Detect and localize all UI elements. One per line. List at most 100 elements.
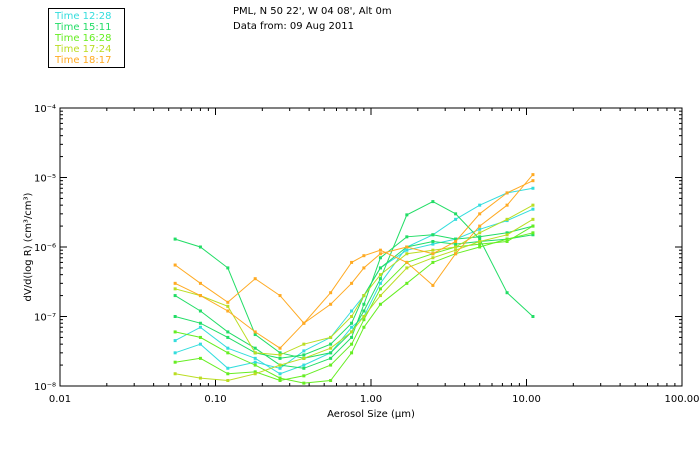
data-point: [302, 366, 306, 370]
data-point: [378, 266, 382, 270]
data-point: [226, 330, 230, 334]
data-point: [505, 291, 509, 295]
legend-entry: Time 18:17: [55, 55, 112, 66]
data-date: Data from: 09 Aug 2011: [233, 21, 354, 32]
data-point: [478, 212, 482, 216]
data-point: [478, 239, 482, 243]
x-axis-label: Aerosol Size (μm): [327, 409, 415, 420]
x-tick-label: 0.01: [49, 394, 71, 405]
data-point: [350, 281, 354, 285]
data-point: [173, 263, 177, 267]
data-point: [350, 325, 354, 329]
data-point: [198, 376, 202, 380]
data-point: [431, 233, 435, 237]
data-point: [454, 212, 458, 216]
data-point: [431, 248, 435, 252]
data-point: [329, 378, 333, 382]
data-point: [302, 363, 306, 367]
data-point: [278, 356, 282, 360]
data-point: [253, 363, 257, 367]
data-point: [226, 300, 230, 304]
x-axis: 0.01 0.10 1.00 10.00 100.00: [49, 108, 700, 405]
data-point: [454, 245, 458, 249]
data-point: [431, 260, 435, 264]
y-tick-label: 10⁻⁴: [34, 104, 56, 115]
data-point: [378, 302, 382, 306]
series-line: [174, 174, 534, 324]
data-point: [505, 191, 509, 195]
y-axis-label: dV/d(log R) (cm³/cm³): [23, 192, 34, 301]
data-point: [198, 294, 202, 298]
data-point: [531, 231, 535, 235]
data-point: [198, 245, 202, 249]
data-point: [198, 281, 202, 285]
data-point: [478, 227, 482, 231]
data-point: [302, 321, 306, 325]
data-point: [173, 330, 177, 334]
data-point: [405, 252, 409, 256]
data-point: [362, 315, 366, 318]
data-point: [431, 239, 435, 243]
data-point: [253, 370, 257, 374]
data-point: [198, 309, 202, 313]
data-point: [505, 203, 509, 207]
data-point: [350, 342, 354, 346]
data-point: [253, 351, 257, 355]
data-point: [378, 294, 382, 298]
data-point: [478, 237, 482, 241]
y-axis: 10⁻⁸ 10⁻⁷ 10⁻⁶ 10⁻⁵ 10⁻⁴: [34, 104, 682, 393]
data-point: [173, 339, 177, 343]
data-point: [278, 366, 282, 370]
data-point: [278, 294, 282, 298]
data-point: [431, 256, 435, 260]
legend: Time 12:28 Time 15:11 Time 16:28 Time 17…: [48, 8, 125, 68]
legend-entry: Time 15:11: [55, 22, 112, 33]
data-point: [505, 233, 509, 237]
data-point: [531, 207, 535, 211]
data-point: [405, 235, 409, 239]
data-point: [253, 277, 257, 281]
series-layer: [173, 173, 535, 385]
data-point: [378, 256, 382, 260]
data-point: [378, 252, 382, 256]
series-line: [174, 180, 534, 349]
data-point: [405, 266, 409, 270]
x-tick-label: 10.00: [512, 394, 541, 405]
data-point: [362, 318, 366, 322]
data-point: [505, 239, 509, 243]
data-point: [350, 335, 354, 339]
data-point: [405, 213, 409, 217]
data-point: [302, 381, 306, 385]
data-point: [350, 321, 354, 325]
data-point: [378, 287, 382, 291]
data-point: [431, 283, 435, 287]
data-point: [531, 217, 535, 221]
data-point: [253, 330, 257, 334]
data-point: [478, 224, 482, 228]
data-point: [173, 360, 177, 364]
legend-entry: Time 17:24: [55, 44, 112, 55]
data-point: [350, 315, 354, 318]
data-point: [173, 294, 177, 298]
data-point: [253, 346, 257, 350]
data-point: [329, 335, 333, 339]
data-point: [350, 260, 354, 264]
data-point: [226, 335, 230, 339]
data-point: [478, 203, 482, 207]
data-point: [454, 217, 458, 221]
legend-entry: Time 16:28: [55, 33, 112, 44]
data-point: [531, 179, 535, 183]
data-point: [378, 281, 382, 285]
y-tick-label: 10⁻⁷: [34, 313, 56, 324]
data-point: [226, 309, 230, 313]
data-point: [302, 374, 306, 378]
data-point: [478, 231, 482, 235]
legend-entry: Time 12:28: [55, 11, 112, 22]
data-point: [302, 349, 306, 353]
data-point: [253, 372, 257, 376]
data-point: [329, 342, 333, 346]
data-point: [362, 254, 366, 258]
data-point: [405, 281, 409, 285]
data-point: [478, 245, 482, 249]
